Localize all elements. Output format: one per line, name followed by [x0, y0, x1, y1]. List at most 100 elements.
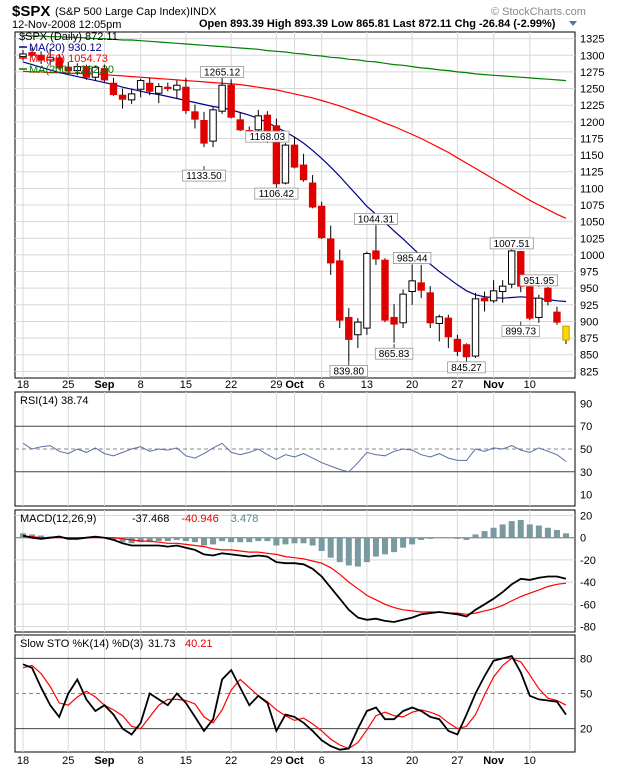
candle-body	[317, 205, 326, 239]
candle-body	[399, 293, 407, 324]
price-x-label: 22	[225, 379, 237, 391]
macd-signal-line	[23, 535, 567, 615]
price-x-label: 8	[138, 379, 144, 391]
sto-x-label: Sep	[94, 755, 114, 767]
price-x-label: 10	[524, 379, 536, 391]
candle-body	[345, 316, 353, 340]
candle-body	[480, 297, 489, 302]
price-y-tick: 1225	[580, 100, 604, 112]
sto-x-label: 29	[270, 755, 282, 767]
macd-hist-bar	[526, 524, 533, 538]
candle-body	[299, 164, 308, 181]
candle-body	[218, 84, 226, 112]
candle-body	[290, 144, 299, 168]
annotation-label: 899.73	[505, 327, 536, 338]
price-y-tick: 1200	[580, 117, 604, 129]
legend-item: MA(50) 1054.73	[29, 53, 108, 65]
candle-body	[155, 86, 163, 94]
annotation-box	[501, 325, 540, 337]
macd-hist-bar	[191, 537, 198, 543]
macd-hist-bar	[110, 537, 117, 540]
candle-body	[64, 66, 72, 72]
candle-body	[462, 344, 471, 358]
macd-hist-bar	[463, 537, 470, 540]
macd-hist-bar	[354, 537, 361, 567]
candle-body	[435, 316, 444, 324]
ma50-line	[22, 70, 567, 219]
macd-hist-bar	[327, 537, 334, 558]
annotation-box	[354, 213, 398, 225]
price-y-tick: 900	[580, 316, 598, 328]
macd-hist-bar	[38, 535, 45, 538]
price-x-label: 29	[270, 379, 282, 391]
rsi-y-tick: 90	[580, 398, 592, 410]
macd-hist-bar	[173, 537, 180, 540]
macd-y-tick: 20	[580, 511, 592, 523]
macd-hist-bar	[544, 527, 551, 538]
candle-body	[508, 250, 516, 285]
candle-body	[82, 66, 91, 78]
price-x-label: Nov	[483, 379, 505, 391]
price-y-tick: 1300	[580, 50, 604, 62]
price-y-tick: 1250	[580, 84, 604, 96]
macd-y-tick: -60	[580, 599, 596, 611]
price-x-label: 27	[451, 379, 463, 391]
legend-item: MA(200) 1262.30	[29, 64, 114, 76]
watermark: © StockCharts.com	[491, 6, 586, 18]
candle-body	[263, 114, 272, 132]
candle-body	[200, 119, 208, 144]
sto-title: Slow STO %K(14) %D(3)	[20, 638, 143, 650]
macd-hist-bar	[164, 537, 171, 542]
macd-hist-bar	[454, 537, 461, 539]
candle-body	[308, 182, 317, 208]
price-x-label: Sep	[94, 379, 114, 391]
price-y-tick: 875	[580, 333, 598, 345]
sto-x-label: 8	[138, 755, 144, 767]
candle-body	[354, 321, 362, 336]
macd-hist-bar	[182, 537, 189, 542]
annotation-box	[182, 169, 226, 182]
macd-hist-bar	[291, 537, 298, 544]
price-y-tick: 950	[580, 283, 598, 295]
macd-hist-bar	[146, 537, 153, 543]
rsi-title: RSI(14) 38.74	[20, 395, 88, 407]
annotation-label: 1106.42	[259, 189, 295, 200]
annotation-label: 845.27	[451, 363, 482, 374]
annotation-box	[447, 361, 486, 374]
candle-body	[91, 66, 100, 78]
rsi-y-tick: 30	[580, 467, 592, 479]
price-y-tick: 1325	[580, 34, 604, 46]
macd-hist-bar	[382, 537, 388, 555]
annotation-box	[254, 187, 299, 200]
sto-x-label: 15	[180, 755, 192, 767]
macd-hist-bar	[427, 537, 434, 539]
sto-title-value: 31.73	[148, 638, 176, 650]
candle-body	[100, 68, 109, 81]
macd-title-value: -40.946	[181, 513, 218, 525]
macd-title-value: 3.478	[231, 513, 259, 525]
macd-hist-bar	[508, 521, 515, 538]
macd-hist-bar	[409, 537, 416, 545]
candle-body	[209, 109, 217, 142]
sto-x-label: 27	[451, 755, 463, 767]
macd-y-tick: -80	[580, 621, 596, 633]
candle-body	[381, 259, 389, 321]
macd-line	[22, 534, 567, 623]
sto-d-line	[22, 657, 567, 750]
annotation-box	[393, 252, 432, 264]
ma200-line	[22, 34, 567, 82]
symbol-title: $SPX	[12, 3, 50, 20]
dropdown-arrow-icon[interactable]	[569, 21, 577, 26]
price-y-tick: 1025	[580, 233, 604, 245]
sto-x-label: Oct	[285, 755, 304, 767]
price-y-tick: 1275	[580, 67, 604, 79]
price-y-tick: 1075	[580, 200, 604, 212]
price-y-tick: 850	[580, 350, 598, 362]
price-x-label: Oct	[285, 379, 304, 391]
price-x-label: 20	[406, 379, 418, 391]
price-y-tick: 1050	[580, 217, 604, 229]
macd-hist-bar	[481, 531, 488, 538]
macd-hist-bar	[372, 537, 379, 557]
macd-hist-bar	[553, 529, 560, 538]
macd-hist-bar	[119, 537, 126, 543]
